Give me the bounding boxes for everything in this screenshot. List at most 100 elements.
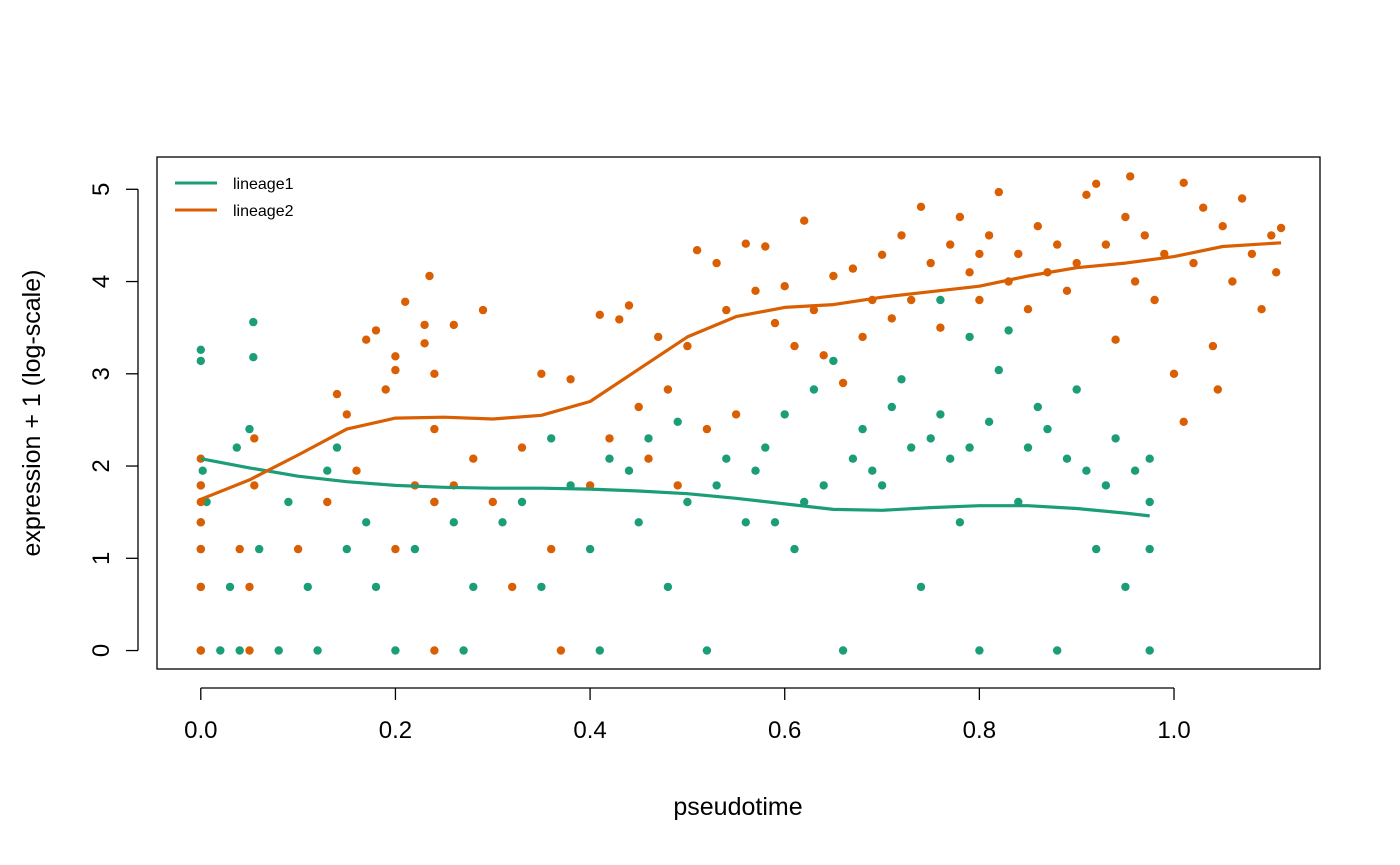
point-lineage2 xyxy=(196,646,205,655)
point-lineage2 xyxy=(332,389,342,399)
point-lineage2 xyxy=(517,443,527,452)
point-lineage1 xyxy=(1121,582,1130,592)
point-lineage2 xyxy=(391,352,400,361)
point-lineage2 xyxy=(975,249,984,259)
smoother-line-lineage2 xyxy=(200,241,1282,501)
point-lineage1 xyxy=(663,582,673,592)
point-lineage1 xyxy=(994,365,1003,375)
point-lineage1 xyxy=(1014,497,1023,507)
point-lineage1 xyxy=(198,466,207,475)
point-lineage2 xyxy=(1179,417,1188,426)
point-lineage2 xyxy=(663,385,673,394)
point-lineage2 xyxy=(1218,222,1227,231)
point-lineage2 xyxy=(809,305,819,315)
point-lineage2 xyxy=(566,375,575,384)
point-lineage2 xyxy=(907,295,916,305)
point-lineage1 xyxy=(780,410,789,419)
point-lineage1 xyxy=(887,402,896,412)
point-lineage1 xyxy=(342,544,351,554)
point-lineage2 xyxy=(250,481,259,490)
point-lineage2 xyxy=(955,212,965,222)
point-lineage1 xyxy=(761,443,770,452)
point-lineage1 xyxy=(829,356,838,366)
point-lineage1 xyxy=(249,317,258,327)
point-lineage2 xyxy=(1062,286,1072,295)
point-lineage2 xyxy=(741,239,750,248)
point-lineage2 xyxy=(342,410,351,419)
point-lineage2 xyxy=(1272,268,1281,277)
point-lineage2 xyxy=(1140,231,1150,240)
smoother-line-lineage1 xyxy=(200,457,1150,518)
point-lineage2 xyxy=(1130,277,1140,286)
point-lineage1 xyxy=(1130,466,1140,475)
point-lineage1 xyxy=(946,454,955,463)
legend-label-lineage1: lineage1 xyxy=(233,176,294,193)
point-lineage1 xyxy=(459,646,468,655)
point-lineage2 xyxy=(1189,258,1198,268)
point-lineage2 xyxy=(800,216,809,225)
point-lineage1 xyxy=(1043,424,1052,434)
point-lineage1 xyxy=(274,646,283,655)
point-lineage2 xyxy=(245,646,254,655)
smoother-lines xyxy=(200,241,1282,518)
point-lineage2 xyxy=(1199,203,1208,212)
point-lineage1 xyxy=(595,646,604,655)
point-lineage2 xyxy=(770,318,780,328)
point-lineage2 xyxy=(1126,172,1135,181)
x-tick-label: 0.2 xyxy=(379,717,412,744)
point-lineage1 xyxy=(819,481,828,490)
point-lineage2 xyxy=(196,544,205,554)
point-lineage2 xyxy=(692,246,702,255)
point-lineage1 xyxy=(313,646,322,655)
point-lineage1 xyxy=(255,544,264,554)
point-lineage2 xyxy=(430,424,439,434)
point-lineage1 xyxy=(702,646,712,655)
point-lineage2 xyxy=(425,271,434,281)
point-lineage1 xyxy=(712,481,721,490)
point-lineage2 xyxy=(401,297,410,306)
point-lineage1 xyxy=(751,466,760,475)
point-lineage1 xyxy=(1145,454,1154,463)
x-tick-label: 0.0 xyxy=(184,717,217,744)
point-lineage2 xyxy=(508,582,517,592)
plot-frame xyxy=(156,156,1321,670)
point-lineage2 xyxy=(430,497,439,507)
point-lineage1 xyxy=(683,497,692,507)
point-lineage2 xyxy=(877,250,887,259)
point-lineage2 xyxy=(673,481,682,490)
point-lineage1 xyxy=(770,518,780,527)
point-lineage1 xyxy=(975,646,984,655)
point-lineage2 xyxy=(926,258,935,268)
point-lineage1 xyxy=(216,646,225,655)
x-tick-label: 0.8 xyxy=(963,717,996,744)
point-lineage2 xyxy=(1208,341,1218,351)
point-lineage2 xyxy=(761,242,770,251)
point-lineage1 xyxy=(284,497,293,507)
point-lineage1 xyxy=(858,424,867,434)
point-lineage1 xyxy=(897,375,906,384)
point-lineage2 xyxy=(1150,295,1159,305)
point-lineage2 xyxy=(556,646,566,655)
point-lineage1 xyxy=(936,410,945,419)
point-lineage2 xyxy=(391,365,400,375)
point-lineage1 xyxy=(790,544,799,554)
point-lineage1 xyxy=(585,544,595,554)
point-lineage1 xyxy=(907,443,916,452)
point-lineage1 xyxy=(1145,544,1154,554)
point-lineage2 xyxy=(362,335,371,344)
point-lineage2 xyxy=(1014,249,1023,259)
point-lineage2 xyxy=(1160,249,1169,259)
point-lineage2 xyxy=(196,518,205,527)
point-lineage2 xyxy=(245,582,254,592)
point-lineage2 xyxy=(712,258,721,268)
point-lineage2 xyxy=(624,301,634,310)
x-axis: 0.0 0.2 0.4 0.6 0.8 1.0 xyxy=(184,687,1191,744)
y-tick-label: 4 xyxy=(88,275,115,288)
point-lineage2 xyxy=(605,434,614,443)
point-lineage1 xyxy=(984,417,994,426)
point-lineage2 xyxy=(469,454,478,463)
point-lineage2 xyxy=(547,544,556,554)
point-lineage2 xyxy=(352,466,361,475)
legend-label-lineage2: lineage2 xyxy=(233,203,294,220)
